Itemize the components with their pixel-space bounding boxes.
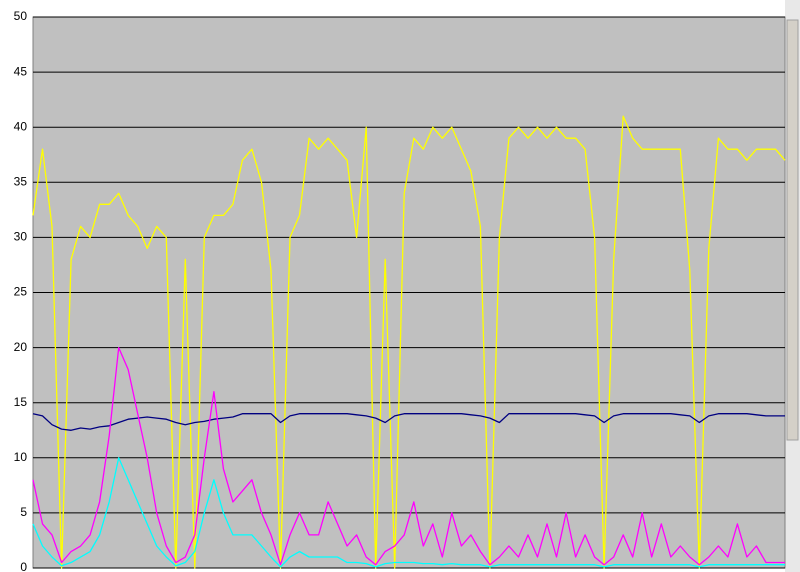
y-tick-label: 15 — [14, 395, 28, 409]
y-tick-label: 35 — [14, 174, 28, 188]
y-tick-label: 5 — [20, 505, 27, 519]
y-tick-label: 50 — [14, 9, 28, 23]
series-line — [32, 457, 785, 568]
y-tick-label: 40 — [14, 119, 28, 133]
series-line — [32, 115, 786, 569]
y-tick-label: 25 — [14, 285, 28, 299]
y-tick-label: 0 — [20, 560, 27, 572]
y-tick-label: 10 — [14, 450, 28, 464]
y-tick-label: 20 — [14, 340, 28, 354]
scrollbar-thumb[interactable] — [786, 19, 799, 441]
y-tick-label: 45 — [14, 64, 28, 78]
y-tick-label: 30 — [14, 230, 28, 244]
series-line — [32, 413, 785, 431]
series-line — [32, 346, 785, 566]
